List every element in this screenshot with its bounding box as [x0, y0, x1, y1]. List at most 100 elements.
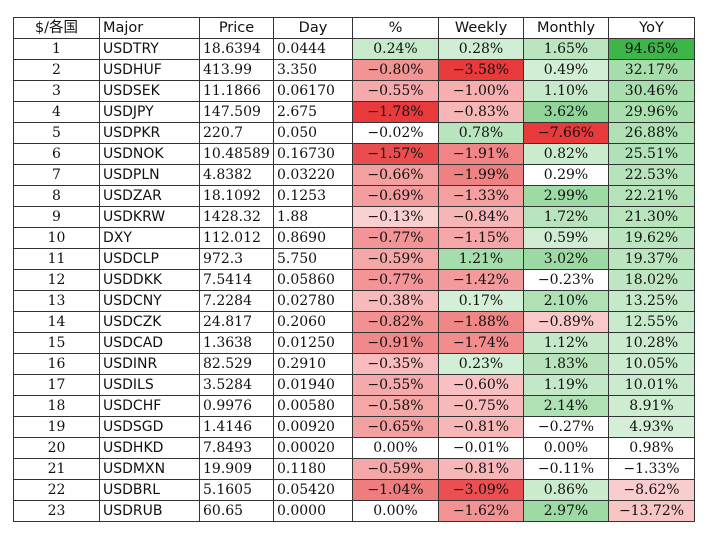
- cell-symbol: USDBRL: [99, 479, 200, 501]
- cell-price: 4.8382: [199, 164, 274, 186]
- cell-day: 0.2910: [273, 353, 353, 375]
- cell-monthly: −7.66%: [523, 122, 609, 144]
- cell-monthly: 1.10%: [523, 80, 609, 102]
- cell-monthly: 0.59%: [523, 227, 609, 249]
- cell-rank: 9: [13, 206, 100, 228]
- cell-rank: 16: [13, 353, 100, 375]
- cell-weekly: −1.74%: [438, 332, 524, 354]
- table-row: 18 USDCHF 0.9976 0.00580 −0.58% −0.75% 2.14% 8.…: [13, 395, 695, 417]
- cell-weekly: −0.75%: [438, 395, 524, 417]
- cell-yoy: 30.46%: [608, 80, 695, 102]
- cell-weekly: −1.62%: [438, 500, 524, 522]
- cell-yoy: 19.62%: [608, 227, 695, 249]
- table-row: 21 USDMXN 19.909 0.1180 −0.59% −0.81% −0.11% −1…: [13, 458, 695, 480]
- table-row: 4 USDJPY 147.509 2.675 −1.78% −0.83% 3.62% 29.9…: [13, 101, 695, 123]
- cell-weekly: −1.91%: [438, 143, 524, 165]
- cell-pct: −0.59%: [352, 248, 439, 270]
- cell-weekly: −3.58%: [438, 59, 524, 81]
- table-row: 20 USDHKD 7.8493 0.00020 0.00% −0.01% 0.00% 0.9…: [13, 437, 695, 459]
- table-row: 7 USDPLN 4.8382 0.03220 −0.66% −1.99% 0.29% 22.…: [13, 164, 695, 186]
- cell-day: 0.05420: [273, 479, 353, 501]
- cell-rank: 4: [13, 101, 100, 123]
- cell-yoy: 10.05%: [608, 353, 695, 375]
- cell-yoy: 22.21%: [608, 185, 695, 207]
- cell-pct: −0.02%: [352, 122, 439, 144]
- cell-pct: −0.82%: [352, 311, 439, 333]
- cell-monthly: 1.12%: [523, 332, 609, 354]
- cell-weekly: 0.78%: [438, 122, 524, 144]
- cell-rank: 1: [13, 38, 100, 60]
- cell-pct: −0.66%: [352, 164, 439, 186]
- cell-pct: −1.57%: [352, 143, 439, 165]
- cell-yoy: 10.01%: [608, 374, 695, 396]
- cell-rank: 8: [13, 185, 100, 207]
- cell-symbol: USDCNY: [99, 290, 200, 312]
- cell-price: 82.529: [199, 353, 274, 375]
- table-row: 22 USDBRL 5.1605 0.05420 −1.04% −3.09% 0.86% −8…: [13, 479, 695, 501]
- cell-day: 5.750: [273, 248, 353, 270]
- cell-price: 60.65: [199, 500, 274, 522]
- cell-rank: 19: [13, 416, 100, 438]
- col-header-monthly: Monthly: [523, 17, 609, 39]
- cell-rank: 13: [13, 290, 100, 312]
- cell-symbol: USDRUB: [99, 500, 200, 522]
- cell-pct: 0.24%: [352, 38, 439, 60]
- cell-price: 1.3638: [199, 332, 274, 354]
- cell-day: 0.1253: [273, 185, 353, 207]
- cell-yoy: 10.28%: [608, 332, 695, 354]
- cell-symbol: USDCAD: [99, 332, 200, 354]
- cell-weekly: −3.09%: [438, 479, 524, 501]
- table-row: 23 USDRUB 60.65 0.0000 0.00% −1.62% 2.97% −13.7…: [13, 500, 695, 522]
- table-row: 13 USDCNY 7.2284 0.02780 −0.38% 0.17% 2.10% 13.…: [13, 290, 695, 312]
- cell-rank: 15: [13, 332, 100, 354]
- cell-symbol: USDJPY: [99, 101, 200, 123]
- cell-yoy: 18.02%: [608, 269, 695, 291]
- cell-pct: −0.55%: [352, 374, 439, 396]
- cell-yoy: 21.30%: [608, 206, 695, 228]
- cell-day: 0.03220: [273, 164, 353, 186]
- cell-yoy: 29.96%: [608, 101, 695, 123]
- cell-price: 413.99: [199, 59, 274, 81]
- table-row: 2 USDHUF 413.99 3.350 −0.80% −3.58% 0.49% 32.17…: [13, 59, 695, 81]
- col-header-country: $/各国: [13, 17, 100, 39]
- cell-rank: 18: [13, 395, 100, 417]
- cell-pct: −0.13%: [352, 206, 439, 228]
- cell-pct: −0.77%: [352, 269, 439, 291]
- cell-rank: 20: [13, 437, 100, 459]
- cell-pct: −0.77%: [352, 227, 439, 249]
- cell-pct: −0.91%: [352, 332, 439, 354]
- table-row: 12 USDDKK 7.5414 0.05860 −0.77% −1.42% −0.23% 1…: [13, 269, 695, 291]
- cell-weekly: −0.81%: [438, 416, 524, 438]
- cell-symbol: USDKRW: [99, 206, 200, 228]
- cell-weekly: −1.42%: [438, 269, 524, 291]
- cell-monthly: 1.19%: [523, 374, 609, 396]
- cell-monthly: 0.86%: [523, 479, 609, 501]
- cell-rank: 10: [13, 227, 100, 249]
- cell-pct: −1.04%: [352, 479, 439, 501]
- col-header-weekly: Weekly: [438, 17, 524, 39]
- cell-yoy: 25.51%: [608, 143, 695, 165]
- cell-pct: 0.00%: [352, 500, 439, 522]
- cell-symbol: USDSGD: [99, 416, 200, 438]
- cell-monthly: 2.99%: [523, 185, 609, 207]
- cell-weekly: −0.81%: [438, 458, 524, 480]
- cell-pct: −0.80%: [352, 59, 439, 81]
- cell-symbol: USDCHF: [99, 395, 200, 417]
- cell-monthly: 3.62%: [523, 101, 609, 123]
- cell-monthly: 0.00%: [523, 437, 609, 459]
- cell-yoy: 19.37%: [608, 248, 695, 270]
- cell-day: 2.675: [273, 101, 353, 123]
- table-row: 15 USDCAD 1.3638 0.01250 −0.91% −1.74% 1.12% 10…: [13, 332, 695, 354]
- cell-symbol: USDZAR: [99, 185, 200, 207]
- cell-symbol: USDPKR: [99, 122, 200, 144]
- cell-day: 0.01250: [273, 332, 353, 354]
- cell-rank: 22: [13, 479, 100, 501]
- cell-monthly: 1.65%: [523, 38, 609, 60]
- cell-yoy: 4.93%: [608, 416, 695, 438]
- cell-symbol: USDDKK: [99, 269, 200, 291]
- cell-price: 112.012: [199, 227, 274, 249]
- cell-price: 7.2284: [199, 290, 274, 312]
- cell-monthly: −0.11%: [523, 458, 609, 480]
- cell-day: 3.350: [273, 59, 353, 81]
- col-header-major: Major: [99, 17, 200, 39]
